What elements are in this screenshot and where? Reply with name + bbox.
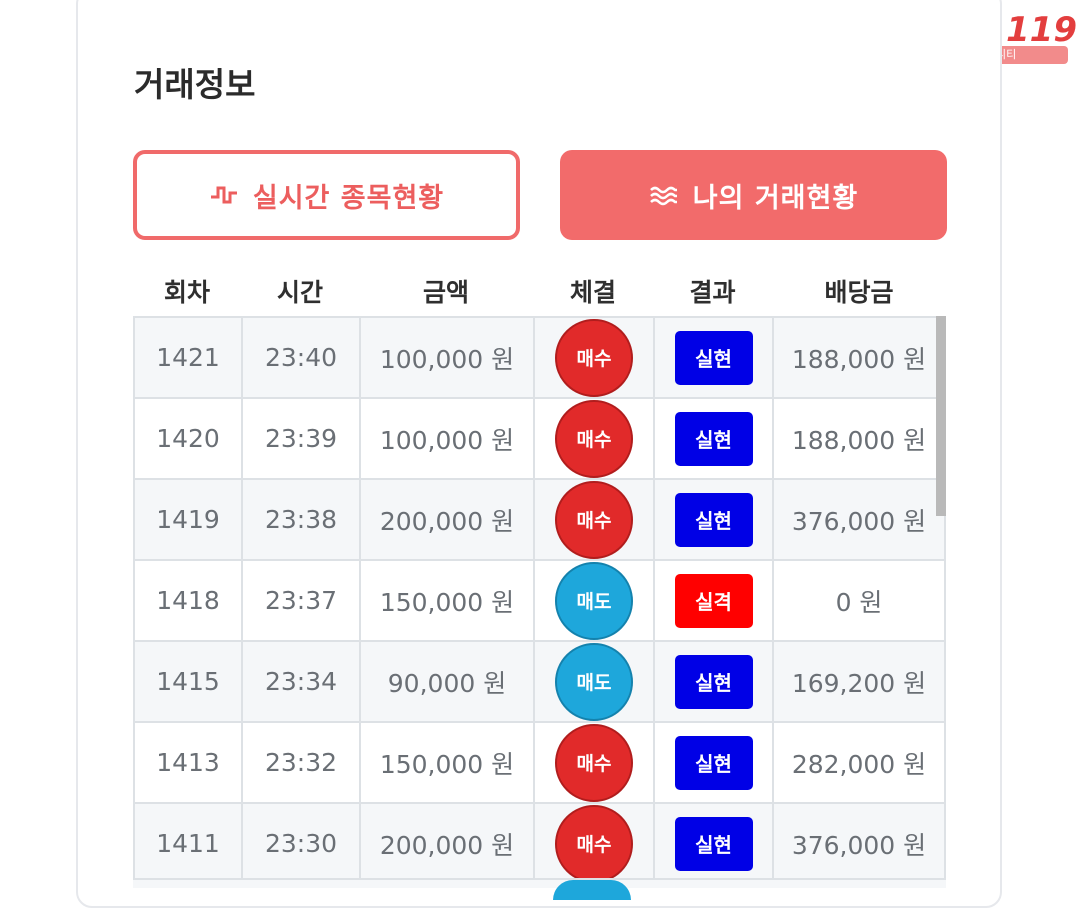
result-badge: 실현 xyxy=(674,411,753,466)
payout-cell: 282,000 원 xyxy=(772,723,946,802)
time-cell: 23:32 xyxy=(241,723,359,802)
result-badge: 실현 xyxy=(674,654,753,709)
table-row[interactable]: 1418 23:37 150,000 원 매도 실격 0 원 xyxy=(133,561,946,642)
time-cell: 23:38 xyxy=(241,480,359,559)
payout-cell: 0 원 xyxy=(772,561,946,640)
result-badge: 실현 xyxy=(674,735,753,790)
payout-cell: 376,000 원 xyxy=(772,804,946,883)
payout-cell: 188,000 원 xyxy=(772,318,946,397)
round-cell: 1418 xyxy=(133,561,241,640)
trade-badge: 매수 xyxy=(555,318,633,397)
round-cell: 1421 xyxy=(133,318,241,397)
amount-cell: 150,000 원 xyxy=(359,723,533,802)
result-badge: 실현 xyxy=(674,330,753,385)
trade-badge: 매도 xyxy=(555,561,633,640)
round-cell: 1415 xyxy=(133,642,241,721)
header-round: 회차 xyxy=(163,278,210,307)
realtime-status-label: 실시간 종목현황 xyxy=(252,182,445,214)
header-result: 결과 xyxy=(689,278,736,307)
table-header: 회차 시간 금액 체결 결과 배당금 xyxy=(133,268,946,314)
trade-badge: 매수 xyxy=(555,480,633,559)
amount-cell: 200,000 원 xyxy=(359,480,533,559)
trade-badge: 매수 xyxy=(555,399,633,478)
table-row[interactable]: 1411 23:30 200,000 원 매수 실현 376,000 원 xyxy=(133,804,946,885)
payout-cell: 169,200 원 xyxy=(772,642,946,721)
result-badge: 실격 xyxy=(674,573,753,628)
amount-cell: 150,000 원 xyxy=(359,561,533,640)
table-row[interactable]: 1421 23:40 100,000 원 매수 실현 188,000 원 xyxy=(133,318,946,399)
round-cell: 1419 xyxy=(133,480,241,559)
trade-badge: 매수 xyxy=(555,804,633,883)
trade-badge: 매도 xyxy=(555,642,633,721)
pulse-icon xyxy=(209,183,239,207)
time-cell: 23:40 xyxy=(241,318,359,397)
result-badge: 실현 xyxy=(674,492,753,547)
my-trades-button[interactable]: 나의 거래현황 xyxy=(560,150,947,240)
table-row-partial xyxy=(133,878,946,888)
payout-cell: 376,000 원 xyxy=(772,480,946,559)
my-trades-label: 나의 거래현황 xyxy=(692,182,859,214)
result-badge: 실현 xyxy=(674,816,753,871)
waves-icon xyxy=(649,183,679,207)
header-trade: 체결 xyxy=(569,278,616,307)
round-cell: 1411 xyxy=(133,804,241,883)
header-time: 시간 xyxy=(276,278,323,307)
time-cell: 23:30 xyxy=(241,804,359,883)
table-scrollbar[interactable] xyxy=(936,316,946,516)
realtime-status-button[interactable]: 실시간 종목현황 xyxy=(133,150,520,240)
amount-cell: 100,000 원 xyxy=(359,318,533,397)
page-title: 거래정보 xyxy=(134,65,256,104)
table-row[interactable]: 1420 23:39 100,000 원 매수 실현 188,000 원 xyxy=(133,399,946,480)
payout-cell: 188,000 원 xyxy=(772,399,946,478)
header-payout: 배당금 xyxy=(824,278,894,307)
table-row[interactable]: 1413 23:32 150,000 원 매수 실현 282,000 원 xyxy=(133,723,946,804)
amount-cell: 200,000 원 xyxy=(359,804,533,883)
time-cell: 23:39 xyxy=(241,399,359,478)
logo-number: 119 xyxy=(1006,10,1077,50)
round-cell: 1413 xyxy=(133,723,241,802)
time-cell: 23:37 xyxy=(241,561,359,640)
amount-cell: 100,000 원 xyxy=(359,399,533,478)
table-row[interactable]: 1415 23:34 90,000 원 매도 실현 169,200 원 xyxy=(133,642,946,723)
table-row[interactable]: 1419 23:38 200,000 원 매수 실현 376,000 원 xyxy=(133,480,946,561)
header-amount: 금액 xyxy=(422,278,469,307)
round-cell: 1420 xyxy=(133,399,241,478)
amount-cell: 90,000 원 xyxy=(359,642,533,721)
trade-table: 1421 23:40 100,000 원 매수 실현 188,000 원 142… xyxy=(133,316,946,885)
trade-badge: 매수 xyxy=(555,723,633,802)
trade-badge-partial xyxy=(553,880,631,900)
time-cell: 23:34 xyxy=(241,642,359,721)
